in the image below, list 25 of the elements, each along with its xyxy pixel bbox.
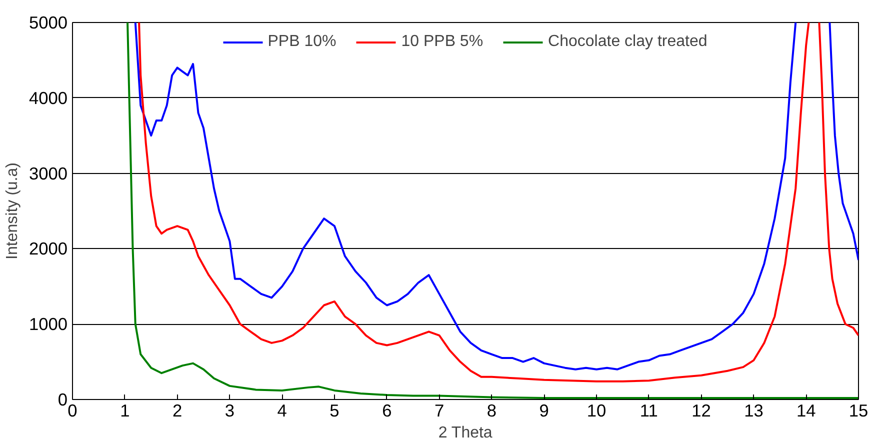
x-tick-label: 9 (539, 400, 549, 420)
x-tick-label: 1 (120, 400, 130, 420)
legend-label: Chocolate clay treated (548, 33, 708, 51)
x-tick-label: 5 (330, 400, 340, 420)
y-tick-label: 3000 (28, 163, 68, 184)
legend-label: PPB 10% (268, 33, 336, 51)
y-tick-label: 2000 (28, 238, 68, 259)
x-tick-label: 11 (640, 400, 658, 420)
x-tick-label: 8 (486, 400, 497, 420)
x-tick-label: 3 (224, 400, 235, 420)
x-tick-label: 13 (744, 400, 764, 420)
x-tick-label: 7 (434, 400, 444, 420)
x-tick-label: 15 (848, 400, 868, 420)
y-axis-title: Intensity (u.a) (4, 162, 21, 260)
legend-label: 10 PPB 5% (401, 33, 484, 51)
x-tick-label: 2 (172, 400, 182, 420)
x-tick-label: 6 (382, 400, 392, 420)
x-tick-label: 10 (586, 400, 606, 420)
x-tick-label: 12 (692, 400, 711, 420)
y-tick-label: 1000 (28, 314, 68, 334)
x-axis-title: 2 Theta (438, 424, 492, 442)
y-tick-label: 5000 (28, 12, 68, 32)
y-tick-label: 4000 (28, 88, 68, 108)
x-tick-label: 4 (277, 400, 288, 420)
x-tick-label: 14 (796, 400, 816, 420)
